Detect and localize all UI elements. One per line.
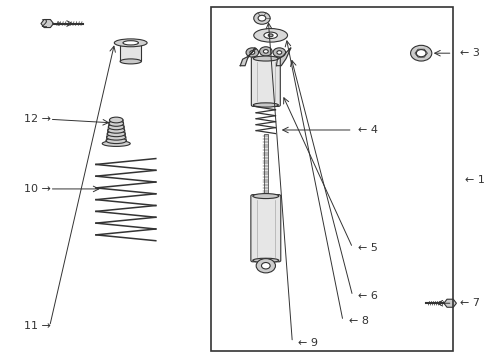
Text: ← 4: ← 4 bbox=[359, 125, 378, 135]
Circle shape bbox=[262, 262, 270, 269]
Ellipse shape bbox=[254, 28, 288, 42]
Ellipse shape bbox=[108, 124, 124, 130]
Ellipse shape bbox=[106, 138, 126, 144]
Ellipse shape bbox=[253, 258, 279, 262]
Text: 2 →: 2 → bbox=[41, 18, 61, 28]
Ellipse shape bbox=[253, 194, 279, 199]
Circle shape bbox=[277, 51, 282, 54]
Text: 10 →: 10 → bbox=[24, 184, 51, 194]
Bar bbox=[211, 7, 453, 351]
Circle shape bbox=[416, 50, 426, 57]
Bar bbox=[264, 134, 268, 196]
Text: ← 6: ← 6 bbox=[359, 291, 378, 301]
Ellipse shape bbox=[107, 131, 125, 137]
Circle shape bbox=[250, 51, 255, 54]
Ellipse shape bbox=[102, 141, 130, 147]
Circle shape bbox=[246, 48, 259, 57]
Text: ← 9: ← 9 bbox=[298, 338, 318, 347]
Text: 12 →: 12 → bbox=[24, 114, 51, 124]
Bar bbox=[107, 142, 126, 144]
Ellipse shape bbox=[109, 121, 123, 126]
Polygon shape bbox=[276, 48, 291, 66]
Circle shape bbox=[273, 48, 286, 57]
Text: ← 3: ← 3 bbox=[460, 48, 480, 58]
Ellipse shape bbox=[114, 39, 147, 47]
Ellipse shape bbox=[123, 41, 139, 45]
Text: ← 5: ← 5 bbox=[359, 243, 378, 253]
Ellipse shape bbox=[253, 103, 278, 107]
Text: ← 7: ← 7 bbox=[460, 298, 480, 308]
Circle shape bbox=[260, 47, 272, 56]
FancyBboxPatch shape bbox=[251, 195, 281, 262]
Ellipse shape bbox=[108, 127, 124, 133]
Polygon shape bbox=[240, 48, 256, 66]
Text: 11 →: 11 → bbox=[24, 321, 51, 332]
Ellipse shape bbox=[109, 117, 123, 123]
Circle shape bbox=[256, 258, 275, 273]
Circle shape bbox=[264, 50, 268, 53]
Bar bbox=[120, 43, 141, 62]
Ellipse shape bbox=[264, 32, 277, 39]
Ellipse shape bbox=[268, 34, 273, 37]
Text: ← 1: ← 1 bbox=[465, 175, 485, 185]
Ellipse shape bbox=[253, 56, 278, 61]
Circle shape bbox=[411, 45, 432, 61]
Circle shape bbox=[254, 12, 270, 24]
Ellipse shape bbox=[107, 134, 126, 140]
Text: ← 8: ← 8 bbox=[349, 316, 369, 326]
FancyBboxPatch shape bbox=[251, 57, 280, 107]
Circle shape bbox=[258, 15, 266, 21]
Ellipse shape bbox=[120, 59, 141, 64]
